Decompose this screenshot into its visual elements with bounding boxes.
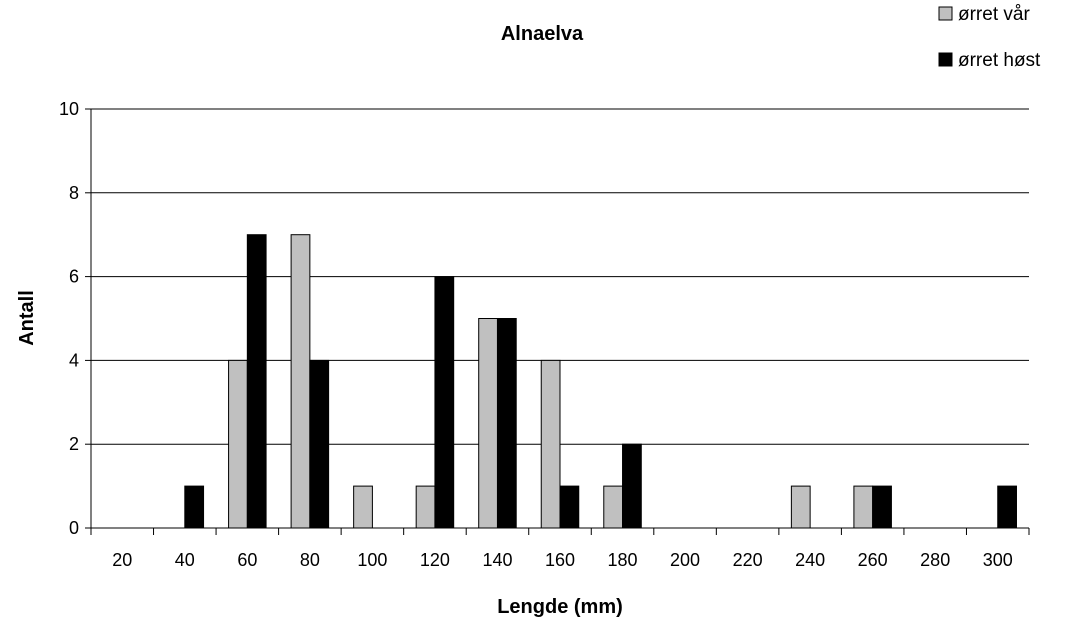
x-axis-label: Lengde (mm) (497, 596, 623, 618)
legend: ørret vår ørret høst (938, 4, 1041, 71)
y-tick-label: 4 (69, 350, 79, 370)
bar-s0-c8 (603, 485, 624, 529)
legend-label-0: ørret vår (958, 4, 1030, 25)
bar-s1-c6 (496, 318, 517, 529)
y-tick-labels: 0 2 4 6 8 10 (59, 99, 79, 538)
bar-s0-c5 (415, 485, 436, 529)
bar-s1-c1 (184, 485, 205, 529)
legend-swatch-0 (938, 6, 953, 21)
y-tick-label: 2 (69, 434, 79, 454)
chart-title: Alnaelva (501, 23, 584, 45)
bar-s1-c7 (559, 485, 580, 529)
legend-swatch-1 (938, 52, 953, 67)
x-tick-label: 300 (983, 550, 1013, 570)
bar-s0-c12 (853, 485, 874, 529)
axes (85, 108, 1030, 535)
bar-s0-c4 (353, 485, 373, 529)
x-tick-label: 100 (357, 550, 387, 570)
x-tick-label: 20 (112, 550, 132, 570)
bar-s0-c11 (790, 485, 811, 529)
bar-s1-c8 (622, 443, 642, 529)
y-axis-label: Antall (16, 290, 38, 346)
bar-s1-c14 (997, 485, 1017, 529)
x-tick-label: 180 (608, 550, 638, 570)
bars (184, 234, 1017, 529)
y-tick-label: 10 (59, 99, 79, 119)
bar-s1-c3 (309, 359, 330, 529)
x-tick-label: 60 (237, 550, 257, 570)
x-tick-label: 80 (300, 550, 320, 570)
bar-s1-c5 (434, 276, 455, 529)
bar-s1-c2 (246, 234, 267, 529)
x-tick-label: 280 (920, 550, 950, 570)
bar-s0-c3 (290, 234, 311, 529)
y-tick-label: 0 (69, 518, 79, 538)
x-tick-label: 140 (482, 550, 512, 570)
legend-label-1: ørret høst (958, 50, 1041, 71)
y-tick-label: 8 (69, 183, 79, 203)
x-tick-label: 120 (420, 550, 450, 570)
x-tick-label: 160 (545, 550, 575, 570)
bar-s0-c2 (228, 359, 248, 529)
x-tick-label: 200 (670, 550, 700, 570)
x-tick-labels: 20 40 60 80 100 120 140 160 180 200 220 240 260 280 30… (112, 550, 1013, 570)
bar-s1-c12 (872, 485, 892, 529)
bar-s0-c6 (478, 318, 498, 529)
x-tick-label: 260 (858, 550, 888, 570)
x-tick-label: 240 (795, 550, 825, 570)
x-tick-label: 220 (733, 550, 763, 570)
y-tick-label: 6 (69, 267, 79, 287)
bar-s0-c7 (540, 359, 561, 529)
x-tick-label: 40 (175, 550, 195, 570)
